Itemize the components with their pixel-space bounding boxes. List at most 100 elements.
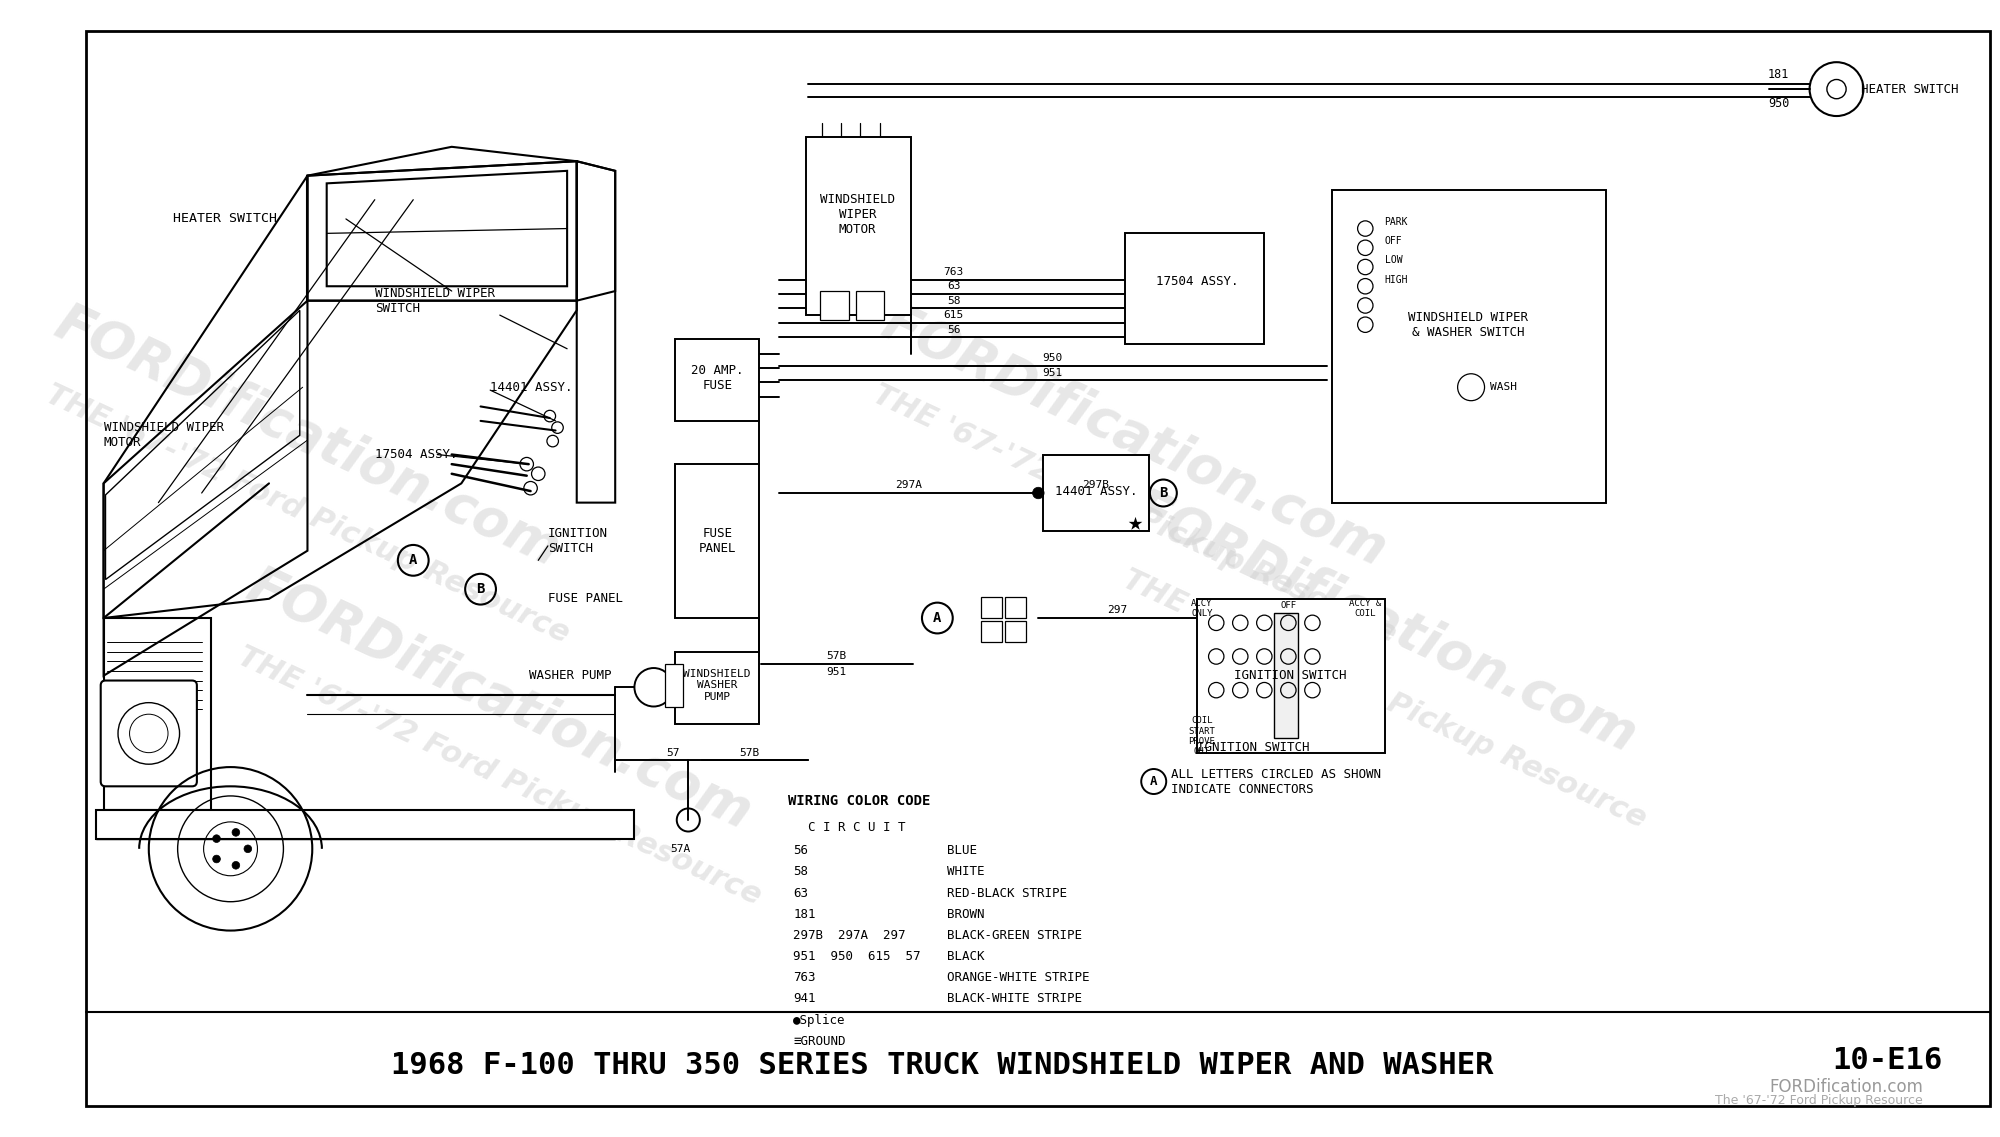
Bar bbox=[1004, 597, 1026, 619]
Text: RED-BLACK STRIPE: RED-BLACK STRIPE bbox=[946, 887, 1066, 899]
Text: 950: 950 bbox=[1768, 97, 1790, 110]
Text: FORDification.com: FORDification.com bbox=[240, 559, 760, 840]
Circle shape bbox=[244, 845, 252, 853]
Text: 17504 ASSY.: 17504 ASSY. bbox=[1156, 275, 1238, 288]
Text: ALL LETTERS CIRCLED AS SHOWN
INDICATE CONNECTORS: ALL LETTERS CIRCLED AS SHOWN INDICATE CO… bbox=[1172, 767, 1382, 796]
Text: 57A: 57A bbox=[670, 844, 690, 854]
Text: WINDSHIELD
WIPER
MOTOR: WINDSHIELD WIPER MOTOR bbox=[820, 192, 896, 235]
Circle shape bbox=[212, 855, 220, 863]
Text: FORDification.com: FORDification.com bbox=[1770, 1078, 1924, 1096]
Text: IGNITION SWITCH: IGNITION SWITCH bbox=[1234, 670, 1346, 682]
Text: 58: 58 bbox=[946, 296, 960, 306]
Bar bbox=[1274, 613, 1298, 738]
Text: 14401 ASSY.: 14401 ASSY. bbox=[490, 381, 572, 393]
Text: BLACK-GREEN STRIPE: BLACK-GREEN STRIPE bbox=[946, 929, 1082, 941]
Text: 1968 F-100 THRU 350 SERIES TRUCK WINDSHIELD WIPER AND WASHER: 1968 F-100 THRU 350 SERIES TRUCK WINDSHI… bbox=[390, 1051, 1494, 1080]
Bar bbox=[820, 291, 848, 319]
Text: IGNITION
SWITCH: IGNITION SWITCH bbox=[548, 528, 608, 555]
FancyBboxPatch shape bbox=[100, 681, 196, 787]
Text: FUSE PANEL: FUSE PANEL bbox=[548, 592, 622, 605]
Text: FUSE
PANEL: FUSE PANEL bbox=[698, 528, 736, 555]
Text: 763: 763 bbox=[794, 971, 816, 985]
Text: OFF: OFF bbox=[1384, 236, 1402, 246]
Text: HEATER SWITCH: HEATER SWITCH bbox=[1860, 83, 1958, 96]
Bar bbox=[674, 652, 760, 724]
Bar bbox=[856, 291, 884, 319]
Text: A: A bbox=[410, 554, 418, 567]
Bar bbox=[674, 464, 760, 619]
Text: 297B: 297B bbox=[1082, 480, 1110, 490]
Bar bbox=[1044, 455, 1148, 531]
Circle shape bbox=[1032, 488, 1044, 499]
Text: IGNITION SWITCH: IGNITION SWITCH bbox=[1198, 741, 1310, 754]
Bar bbox=[666, 664, 682, 707]
Text: 17504 ASSY.: 17504 ASSY. bbox=[374, 448, 458, 460]
Text: B: B bbox=[476, 582, 484, 596]
Text: PARK: PARK bbox=[1384, 217, 1408, 226]
Text: FORDification.com: FORDification.com bbox=[1124, 483, 1646, 763]
Text: 763: 763 bbox=[944, 267, 964, 276]
Text: WIRING COLOR CODE: WIRING COLOR CODE bbox=[788, 794, 930, 807]
Text: 297B  297A  297: 297B 297A 297 bbox=[794, 929, 906, 941]
Text: 615: 615 bbox=[944, 310, 964, 321]
Text: OFF: OFF bbox=[1280, 601, 1296, 611]
Text: WINDSHIELD WIPER
& WASHER SWITCH: WINDSHIELD WIPER & WASHER SWITCH bbox=[1408, 312, 1528, 339]
Text: HEATER SWITCH: HEATER SWITCH bbox=[172, 213, 276, 225]
Text: 14401 ASSY.: 14401 ASSY. bbox=[1054, 484, 1138, 498]
Text: ORANGE-WHITE STRIPE: ORANGE-WHITE STRIPE bbox=[946, 971, 1090, 985]
Text: BLACK: BLACK bbox=[946, 951, 984, 963]
Bar bbox=[980, 597, 1002, 619]
Text: 951: 951 bbox=[826, 667, 846, 677]
Text: 63: 63 bbox=[946, 281, 960, 291]
Text: ●Splice: ●Splice bbox=[794, 1013, 846, 1027]
Text: FORDification.com: FORDification.com bbox=[46, 297, 568, 578]
Text: 951: 951 bbox=[1042, 367, 1062, 377]
Text: 941: 941 bbox=[794, 993, 816, 1005]
Text: BLACK-WHITE STRIPE: BLACK-WHITE STRIPE bbox=[946, 993, 1082, 1005]
Circle shape bbox=[212, 835, 220, 843]
Text: THE '67-'72 Ford Pickup Resource: THE '67-'72 Ford Pickup Resource bbox=[1118, 565, 1650, 835]
Text: 181: 181 bbox=[1768, 68, 1790, 81]
Text: FORDification.com: FORDification.com bbox=[874, 297, 1396, 578]
Text: LOW: LOW bbox=[1384, 256, 1402, 265]
Text: 57B: 57B bbox=[826, 652, 846, 662]
Text: WASHER PUMP: WASHER PUMP bbox=[528, 670, 612, 682]
Text: 63: 63 bbox=[794, 887, 808, 899]
Text: 297A: 297A bbox=[896, 480, 922, 490]
Text: WINDSHIELD
WASHER
PUMP: WINDSHIELD WASHER PUMP bbox=[684, 669, 750, 702]
Text: THE '67-'72 Ford Pickup Resource: THE '67-'72 Ford Pickup Resource bbox=[234, 641, 766, 911]
Circle shape bbox=[232, 829, 240, 836]
Bar bbox=[96, 811, 634, 839]
Text: The '67-'72 Ford Pickup Resource: The '67-'72 Ford Pickup Resource bbox=[1716, 1094, 1924, 1107]
Text: BLUE: BLUE bbox=[946, 845, 976, 857]
Text: WINDSHIELD WIPER
MOTOR: WINDSHIELD WIPER MOTOR bbox=[104, 422, 224, 449]
Text: THE '67-'72 Ford Pickup Resource: THE '67-'72 Ford Pickup Resource bbox=[42, 380, 574, 648]
Text: 181: 181 bbox=[794, 907, 816, 921]
Text: A: A bbox=[934, 611, 942, 625]
Text: A: A bbox=[1150, 775, 1158, 788]
Bar bbox=[1198, 599, 1384, 753]
Bar bbox=[806, 138, 912, 315]
Text: 20 AMP.
FUSE: 20 AMP. FUSE bbox=[690, 364, 744, 391]
Circle shape bbox=[232, 862, 240, 869]
Bar bbox=[1124, 233, 1264, 345]
Text: ≡GROUND: ≡GROUND bbox=[794, 1035, 846, 1047]
Text: BROWN: BROWN bbox=[946, 907, 984, 921]
Text: B: B bbox=[1160, 485, 1168, 500]
Text: 57: 57 bbox=[666, 748, 680, 757]
Text: 58: 58 bbox=[794, 865, 808, 879]
Text: C I R C U I T: C I R C U I T bbox=[808, 821, 906, 835]
Bar bbox=[1332, 190, 1606, 503]
Bar bbox=[674, 339, 760, 421]
Text: 56: 56 bbox=[946, 324, 960, 334]
Text: ★: ★ bbox=[1126, 509, 1142, 534]
Text: COIL
START
PROVE
OUT: COIL START PROVE OUT bbox=[1188, 716, 1216, 756]
Text: HIGH: HIGH bbox=[1384, 274, 1408, 284]
Bar bbox=[980, 621, 1002, 642]
Text: WINDSHIELD WIPER
SWITCH: WINDSHIELD WIPER SWITCH bbox=[374, 287, 494, 315]
Text: 951  950  615  57: 951 950 615 57 bbox=[794, 951, 920, 963]
Text: 297: 297 bbox=[1108, 605, 1128, 615]
Text: 950: 950 bbox=[1042, 354, 1062, 364]
Text: WHITE: WHITE bbox=[946, 865, 984, 879]
Text: 10-E16: 10-E16 bbox=[1832, 1046, 1942, 1074]
